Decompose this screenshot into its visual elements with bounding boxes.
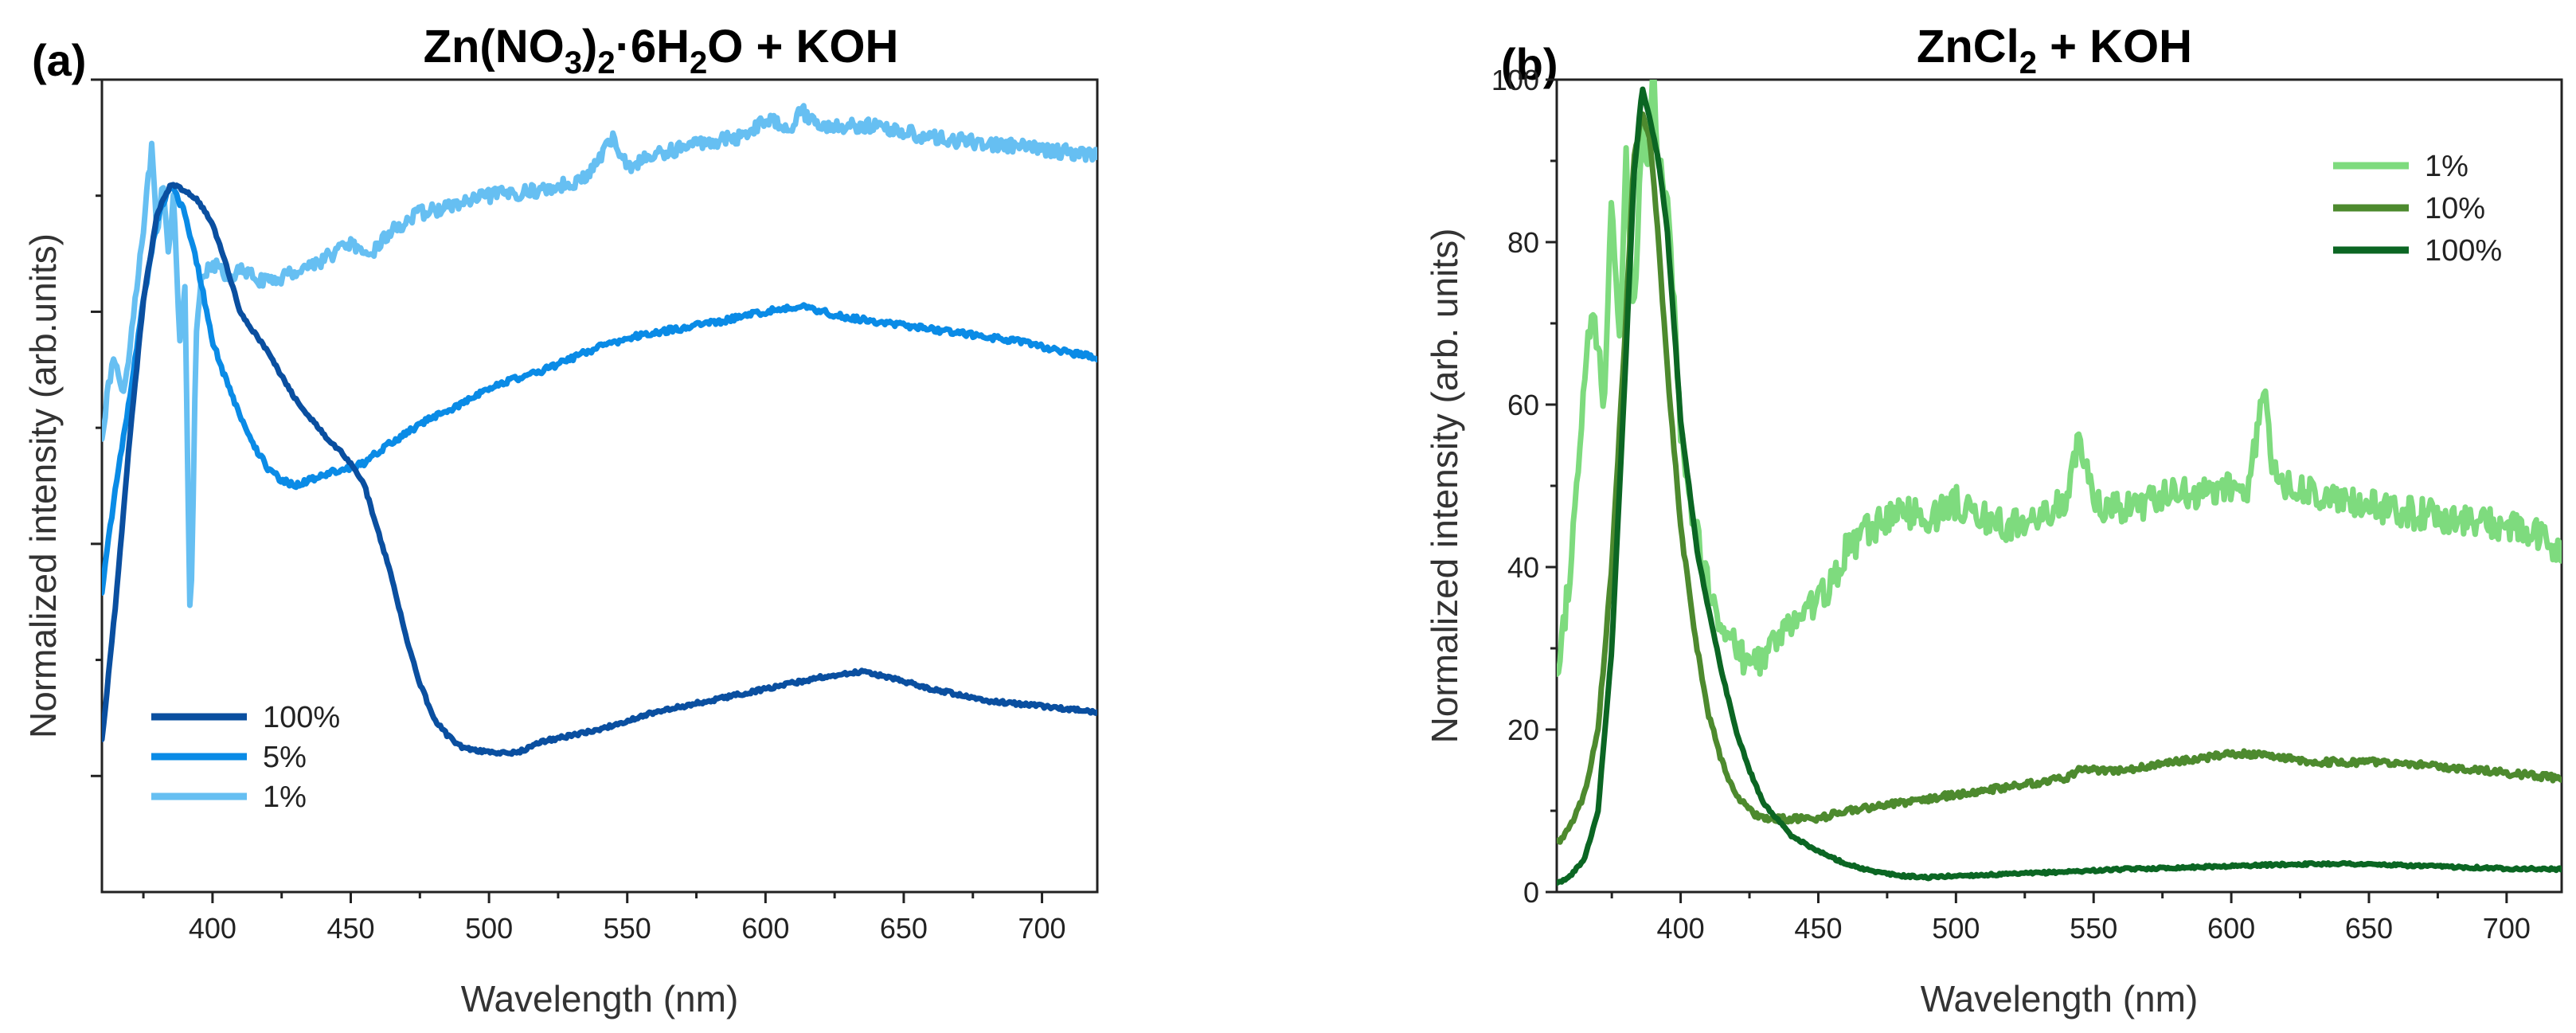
panel-b-x-axis-label: Wavelength (nm) [1921,978,2199,1019]
x-tick-label: 700 [1018,912,1066,945]
legend-label: 1% [2425,150,2469,183]
legend-label: 1% [263,781,307,814]
series-line-10pct [1557,111,2562,845]
x-tick-label: 600 [741,912,789,945]
x-tick-label: 550 [604,912,651,945]
x-tick-label: 600 [2207,912,2255,945]
x-tick-label: 500 [465,912,513,945]
x-tick-label: 400 [1657,912,1705,945]
panel-a-y-axis [91,78,102,777]
panel-b: (b) ZnCl2 + KOH 400 450 500 550 600 650 700 02… [1424,21,2563,1019]
legend-label: 10% [2425,192,2485,225]
x-tick-label: 450 [326,912,374,945]
x-tick-label: 450 [1794,912,1842,945]
panel-a-label: (a) [32,35,86,85]
panel-b-series-group [1557,80,2562,886]
panel-b-title: ZnCl2 + KOH [1917,21,2192,80]
x-tick-label: 400 [189,912,236,945]
series-line-1pct [1557,80,2562,677]
panel-a-legend: 100% 5% 1% [151,701,340,814]
x-tick-label: 550 [2070,912,2117,945]
x-tick-label: 650 [2345,912,2393,945]
series-line-100pct [102,182,1097,757]
panel-b-y-axis-label: Normalized intensity (arb. units) [1424,229,1465,744]
series-line-100pct [1557,86,2562,886]
legend-label: 5% [263,741,307,774]
y-tick-label: 80 [1507,226,1539,259]
panel-b-x-axis: 400 450 500 550 600 650 700 [1610,892,2531,945]
y-tick-label: 100 [1491,64,1539,96]
panel-b-y-axis: 0 20 40 60 80 100 [1491,64,1557,909]
series-line-5pct [102,183,1097,596]
x-tick-label: 650 [880,912,928,945]
legend-label: 100% [2425,234,2502,268]
y-tick-label: 20 [1507,714,1539,746]
panel-a-x-axis-label: Wavelength (nm) [461,978,739,1019]
y-tick-label: 60 [1507,389,1539,421]
y-tick-label: 0 [1523,876,1539,909]
x-tick-label: 500 [1932,912,1980,945]
panel-a-y-axis-label: Normalized intensity (arb.units) [22,233,64,738]
panel-a-plot-frame [100,78,1099,894]
x-tick-label: 700 [2483,912,2531,945]
legend-label: 100% [263,701,340,734]
panel-a: (a) Zn(NO3)2·6H2O + KOH 400 450 500 550 600 6… [22,21,1099,1019]
panel-b-legend: 1% 10% 100% [2333,150,2502,268]
panel-a-series-group [102,103,1097,757]
y-tick-label: 40 [1507,551,1539,584]
panel-a-title: Zn(NO3)2·6H2O + KOH [424,21,899,80]
panel-a-x-axis: 400 450 500 550 600 650 700 [142,892,1066,945]
panel-b-plot-frame [1555,78,2563,894]
series-line-1pct [102,103,1097,608]
